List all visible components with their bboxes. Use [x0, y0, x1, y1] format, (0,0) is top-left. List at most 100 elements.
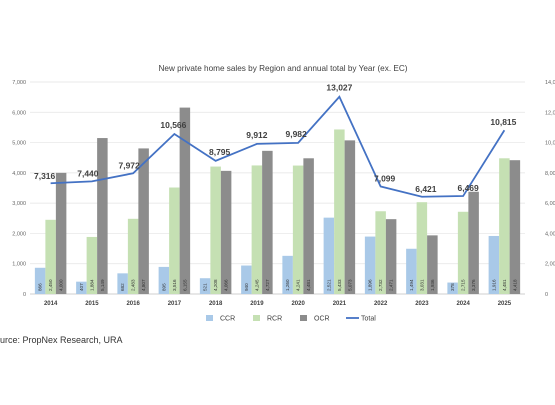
- left-tick-label: 0: [23, 292, 26, 298]
- legend-swatch-rcr: [253, 315, 260, 321]
- bar-ccr: [241, 265, 252, 294]
- left-tick-label: 4,000: [12, 171, 26, 177]
- bar-value-label: 4,481: [502, 279, 507, 291]
- bar-value-label: 3,376: [471, 279, 476, 291]
- legend-swatch-ocr: [300, 315, 307, 321]
- bar-value-label: 682: [120, 283, 125, 291]
- right-tick-label: 6,000: [545, 201, 555, 207]
- bar-value-label: 1,494: [409, 279, 414, 291]
- legend: CCR RCR OCR Total: [206, 315, 376, 323]
- bar-rcr: [251, 165, 263, 294]
- total-value-label: 7,316: [34, 171, 56, 181]
- left-tick-label: 1,000: [12, 262, 26, 268]
- bar-rcr: [416, 202, 428, 294]
- bar-ocr: [303, 158, 314, 294]
- x-tick-label: 2015: [85, 301, 99, 307]
- bar-rcr: [334, 129, 345, 294]
- bar-value-label: 2,450: [48, 279, 53, 291]
- right-tick-label: 8,000: [545, 171, 555, 177]
- bar-ocr: [138, 148, 149, 294]
- bars: 866 2,450 4,000 407 1,884 5,149 682 2,483 4,807 8…: [34, 107, 521, 294]
- total-value-label: 9,982: [285, 129, 307, 139]
- bar-rcr: [457, 211, 469, 294]
- bar-value-label: 1,936: [430, 279, 435, 291]
- right-tick-label: 14,000: [545, 80, 555, 86]
- bar-ccr: [76, 281, 87, 294]
- x-tick-label: 2025: [498, 301, 512, 307]
- legend-label: OCR: [314, 316, 330, 323]
- total-value-label: 7,972: [118, 160, 140, 170]
- bar-rcr: [127, 218, 139, 294]
- bar-ocr: [509, 160, 521, 294]
- x-tick-label: 2019: [250, 301, 264, 307]
- legend-label: RCR: [267, 316, 282, 323]
- bar-rcr: [375, 211, 386, 294]
- total-value-label: 7,440: [77, 168, 99, 178]
- right-tick-label: 12,000: [545, 110, 555, 116]
- bar-ccr: [447, 282, 458, 294]
- bar-value-label: 1,916: [491, 279, 496, 291]
- bar-ocr: [468, 191, 479, 294]
- bar-ocr: [179, 107, 191, 294]
- bar-rcr: [86, 236, 98, 294]
- bar-ccr: [364, 236, 376, 294]
- total-value-label: 10,566: [160, 120, 186, 130]
- bar-ccr: [406, 248, 417, 294]
- bar-value-label: 940: [244, 283, 249, 291]
- bar-value-label: 4,418: [512, 279, 517, 291]
- bar-value-label: 4,807: [141, 279, 146, 291]
- bar-value-label: 2,483: [131, 279, 136, 291]
- right-tick-label: 10,000: [545, 141, 555, 147]
- bar-ccr: [488, 235, 500, 294]
- right-tick-label: 4,000: [545, 231, 555, 237]
- total-value-label: 8,795: [209, 147, 231, 157]
- total-value-label: 7,099: [374, 174, 396, 184]
- x-tick-label: 2023: [415, 301, 429, 307]
- left-tick-label: 3,000: [12, 201, 26, 207]
- x-axis: 2014 2015 2016 2017 2018 2019 2020 2021 2022 2023…: [44, 301, 512, 307]
- total-line: 7,316 7,440 7,972 10,566 8,795 9,912 9,982 13,0…: [34, 83, 517, 198]
- bar-rcr: [45, 219, 56, 294]
- chart-title: New private home sales by Region and ann…: [159, 64, 408, 73]
- bar-rcr: [292, 165, 304, 294]
- bar-ocr: [385, 219, 397, 294]
- x-tick-label: 2024: [456, 301, 470, 307]
- total-line-path: [50, 95, 506, 198]
- bar-ocr: [344, 140, 356, 294]
- bar-value-label: 4,245: [254, 279, 259, 291]
- x-tick-label: 2020: [291, 301, 305, 307]
- bar-value-label: 4,241: [296, 279, 301, 291]
- bar-value-label: 407: [79, 283, 84, 291]
- bar-value-label: 1,896: [368, 279, 373, 291]
- bar-value-label: 1,884: [89, 279, 94, 291]
- bar-value-label: 4,000: [59, 279, 64, 291]
- bar-ocr: [55, 172, 67, 294]
- bar-ccr: [117, 273, 128, 294]
- bar-value-label: 2,715: [461, 279, 466, 291]
- left-tick-label: 6,000: [12, 110, 26, 116]
- bar-value-label: 521: [203, 283, 208, 291]
- bar-value-label: 1,260: [285, 279, 290, 291]
- total-value-label: 9,912: [246, 130, 268, 140]
- bar-ccr: [158, 266, 170, 294]
- bar-value-label: 378: [450, 283, 455, 291]
- bar-ccr: [282, 255, 293, 294]
- bar-ccr: [34, 267, 46, 294]
- bar-rcr: [499, 158, 510, 294]
- x-tick-label: 2018: [209, 301, 223, 307]
- total-value-label: 13,027: [326, 83, 352, 93]
- bar-value-label: 5,149: [100, 279, 105, 291]
- bar-ccr: [199, 278, 211, 294]
- bar-ccr: [323, 217, 335, 294]
- bar-ocr: [220, 170, 232, 294]
- bar-value-label: 2,732: [378, 279, 383, 291]
- x-tick-label: 2022: [374, 301, 388, 307]
- right-tick-label: 0: [545, 292, 548, 298]
- bar-value-label: 5,433: [337, 279, 342, 291]
- legend-swatch-ccr: [206, 315, 213, 321]
- x-tick-label: 2014: [44, 301, 58, 307]
- bar-value-label: 2,521: [326, 279, 331, 291]
- bar-value-label: 3,516: [172, 279, 177, 291]
